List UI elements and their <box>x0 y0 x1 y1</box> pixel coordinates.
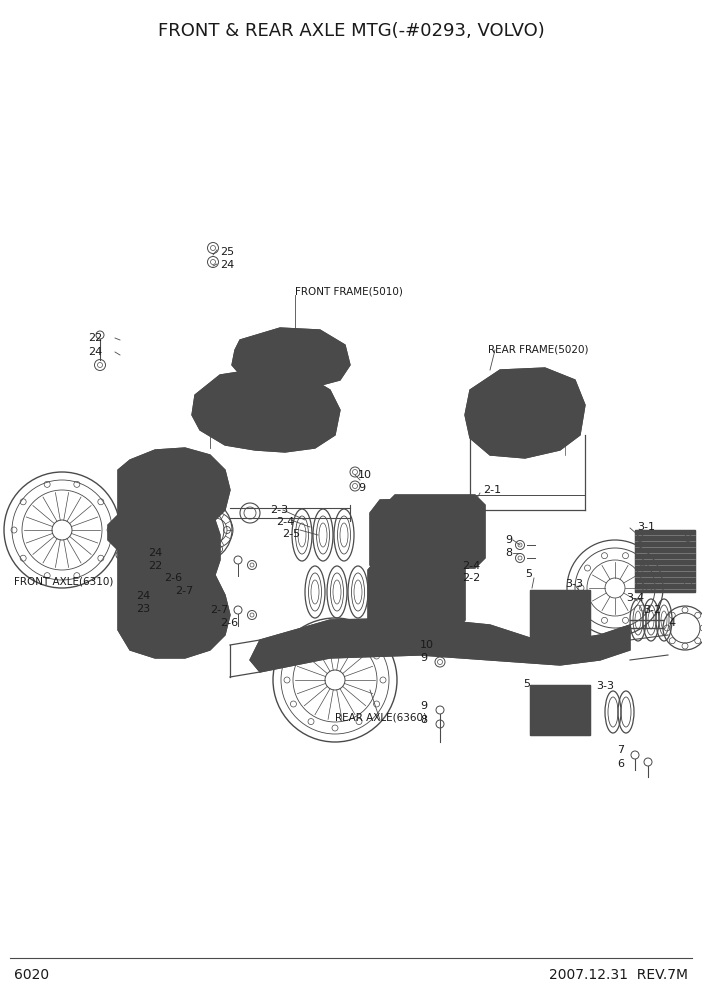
Text: 10: 10 <box>358 470 372 480</box>
Text: FRONT AXLE(6310): FRONT AXLE(6310) <box>14 577 114 587</box>
Text: 2-2: 2-2 <box>462 573 480 583</box>
Text: 9: 9 <box>420 653 427 663</box>
Polygon shape <box>635 530 695 592</box>
Text: FRONT & REAR AXLE MTG(-#0293, VOLVO): FRONT & REAR AXLE MTG(-#0293, VOLVO) <box>158 22 544 40</box>
Text: REAR AXLE(6360): REAR AXLE(6360) <box>335 713 427 723</box>
Text: 3-4: 3-4 <box>626 593 644 603</box>
Polygon shape <box>530 590 590 640</box>
Text: 24: 24 <box>88 347 102 357</box>
Text: 2-7: 2-7 <box>175 586 193 596</box>
Text: 23: 23 <box>136 604 150 614</box>
Polygon shape <box>232 328 350 388</box>
Text: 2-3: 2-3 <box>270 505 288 515</box>
Text: 24: 24 <box>220 260 234 270</box>
Text: 2-4: 2-4 <box>462 561 480 571</box>
Polygon shape <box>465 368 585 458</box>
Text: 2-6: 2-6 <box>164 573 182 583</box>
Text: 9: 9 <box>420 701 427 711</box>
Text: 2-1: 2-1 <box>483 485 501 495</box>
Text: 5: 5 <box>523 679 530 689</box>
Text: 2-5: 2-5 <box>282 529 300 539</box>
Text: FRONT FRAME(5010): FRONT FRAME(5010) <box>295 286 403 296</box>
Text: 4: 4 <box>668 618 675 628</box>
Text: 10: 10 <box>420 640 434 650</box>
Text: 22: 22 <box>148 561 162 571</box>
Text: 24: 24 <box>148 548 162 558</box>
Text: 8: 8 <box>420 715 427 725</box>
Text: 3-2: 3-2 <box>643 605 661 615</box>
Polygon shape <box>368 555 465 635</box>
Polygon shape <box>192 368 340 452</box>
Text: 9: 9 <box>358 483 365 493</box>
Polygon shape <box>385 495 485 568</box>
Text: 6: 6 <box>617 759 624 769</box>
Text: 9: 9 <box>505 535 512 545</box>
Text: 25: 25 <box>220 247 234 257</box>
Text: 22: 22 <box>88 333 102 343</box>
Text: 8: 8 <box>505 548 512 558</box>
Polygon shape <box>530 685 590 735</box>
Polygon shape <box>250 618 630 672</box>
Text: 24: 24 <box>136 591 150 601</box>
Text: 3-1: 3-1 <box>637 522 655 532</box>
Text: 3-3: 3-3 <box>596 681 614 691</box>
Text: 5: 5 <box>525 569 532 579</box>
Polygon shape <box>370 498 465 578</box>
Text: 2-6: 2-6 <box>220 618 238 628</box>
Text: REAR FRAME(5020): REAR FRAME(5020) <box>488 345 588 355</box>
Text: 2-4: 2-4 <box>276 517 294 527</box>
Text: 2-7: 2-7 <box>210 605 228 615</box>
Text: 2007.12.31  REV.7M: 2007.12.31 REV.7M <box>549 968 688 982</box>
Text: 7: 7 <box>617 745 624 755</box>
Polygon shape <box>108 448 230 658</box>
Text: 6020: 6020 <box>14 968 49 982</box>
Text: 3-3: 3-3 <box>565 579 583 589</box>
